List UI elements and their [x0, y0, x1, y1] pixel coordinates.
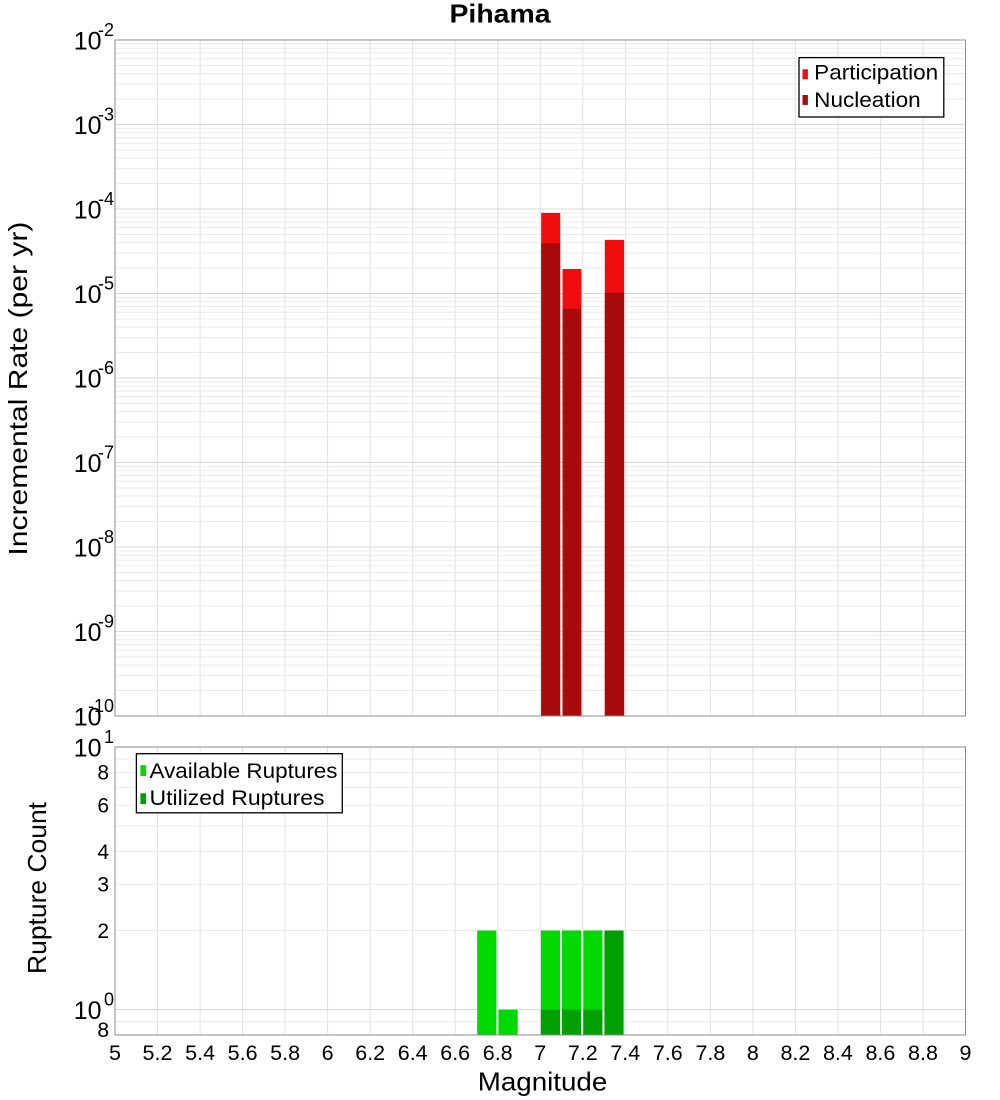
svg-text:5.2: 5.2	[143, 1041, 173, 1065]
svg-text:5.4: 5.4	[185, 1041, 215, 1065]
svg-text:-3: -3	[98, 105, 114, 125]
svg-text:-10: -10	[88, 696, 114, 716]
svg-text:10: 10	[74, 704, 102, 732]
svg-text:5: 5	[109, 1041, 121, 1065]
svg-text:9: 9	[960, 1041, 972, 1065]
svg-text:8.2: 8.2	[780, 1041, 810, 1065]
svg-text:10: 10	[74, 366, 102, 394]
svg-text:Pihama: Pihama	[450, 0, 552, 28]
svg-text:7.6: 7.6	[653, 1041, 683, 1065]
svg-text:4: 4	[97, 841, 109, 864]
svg-text:-7: -7	[98, 443, 114, 463]
svg-text:Utilized Ruptures: Utilized Ruptures	[150, 787, 325, 810]
svg-text:8: 8	[747, 1041, 759, 1065]
svg-text:7: 7	[534, 1041, 546, 1065]
svg-text:8: 8	[97, 762, 109, 785]
svg-text:6.2: 6.2	[355, 1041, 385, 1065]
svg-text:10: 10	[74, 112, 102, 140]
svg-text:Nucleation: Nucleation	[814, 89, 921, 112]
svg-text:0: 0	[104, 990, 114, 1010]
svg-text:10: 10	[74, 450, 102, 478]
svg-text:10: 10	[74, 735, 102, 763]
svg-text:6.6: 6.6	[440, 1041, 470, 1065]
svg-text:-5: -5	[98, 274, 114, 294]
svg-text:-8: -8	[98, 527, 114, 547]
svg-text:Incremental Rate (per yr): Incremental Rate (per yr)	[3, 222, 33, 556]
svg-text:6: 6	[97, 795, 109, 818]
svg-text:10: 10	[74, 619, 102, 647]
svg-text:Available Ruptures: Available Ruptures	[150, 760, 338, 783]
svg-text:7.4: 7.4	[610, 1041, 640, 1065]
svg-text:10: 10	[74, 197, 102, 225]
svg-text:6.4: 6.4	[398, 1041, 428, 1065]
svg-text:3: 3	[97, 874, 109, 897]
svg-text:10: 10	[74, 535, 102, 563]
svg-text:7.8: 7.8	[695, 1041, 725, 1065]
svg-text:10: 10	[74, 28, 102, 56]
svg-text:8: 8	[97, 1019, 109, 1042]
svg-text:Rupture Count: Rupture Count	[22, 801, 52, 974]
svg-text:8.4: 8.4	[823, 1041, 853, 1065]
svg-text:5.8: 5.8	[270, 1041, 300, 1065]
svg-text:-6: -6	[98, 358, 114, 378]
svg-text:6: 6	[322, 1041, 334, 1065]
svg-text:10: 10	[74, 997, 102, 1025]
svg-text:6.8: 6.8	[483, 1041, 513, 1065]
svg-text:7.2: 7.2	[568, 1041, 598, 1065]
svg-text:5.6: 5.6	[228, 1041, 258, 1065]
svg-text:8.6: 8.6	[865, 1041, 895, 1065]
svg-text:Magnitude: Magnitude	[478, 1066, 608, 1096]
svg-text:-2: -2	[98, 20, 114, 40]
svg-text:Participation: Participation	[814, 61, 938, 84]
svg-text:10: 10	[74, 281, 102, 309]
svg-text:-9: -9	[98, 612, 114, 632]
svg-text:8.8: 8.8	[908, 1041, 938, 1065]
svg-text:2: 2	[97, 920, 109, 943]
svg-text:1: 1	[104, 727, 114, 747]
svg-text:-4: -4	[98, 189, 114, 209]
